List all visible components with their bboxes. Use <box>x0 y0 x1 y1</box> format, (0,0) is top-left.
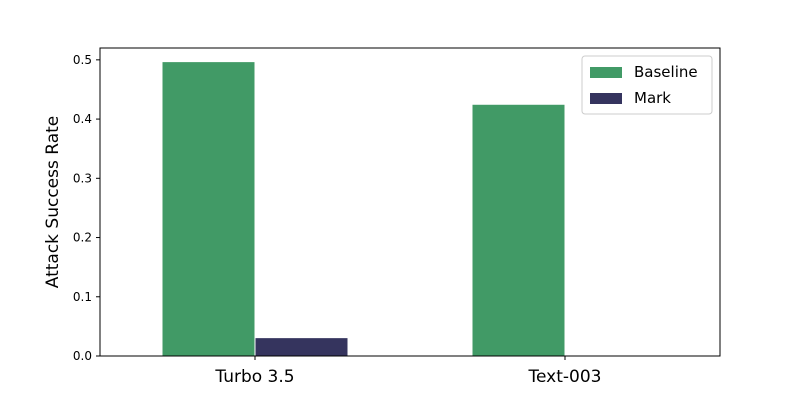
x-axis: Turbo 3.5 Text-003 <box>214 356 601 387</box>
legend-label-mark: Mark <box>634 89 671 107</box>
x-tick-label: Text-003 <box>528 367 602 387</box>
legend-swatch-baseline <box>590 67 622 78</box>
y-tick-label: 0.1 <box>73 290 92 304</box>
y-tick-label: 0.2 <box>73 231 92 245</box>
y-tick-label: 0.0 <box>73 349 92 363</box>
y-tick-label: 0.4 <box>73 112 92 126</box>
plot-frame <box>99 47 721 357</box>
bars-layer <box>161 61 566 357</box>
y-tick-label: 0.3 <box>73 171 92 185</box>
y-axis-label: Attack Success Rate <box>43 116 63 289</box>
bar-baseline-1 <box>471 103 566 357</box>
legend-label-baseline: Baseline <box>634 63 698 81</box>
legend: Baseline Mark <box>581 55 713 115</box>
y-axis: 0.0 0.1 0.2 0.3 0.4 0.5 <box>73 53 100 363</box>
x-tick-label: Turbo 3.5 <box>214 367 294 387</box>
legend-swatch-mark <box>590 93 622 104</box>
y-tick-label: 0.5 <box>73 53 92 67</box>
bar-mark-0 <box>254 337 349 357</box>
bar-baseline-0 <box>161 61 256 357</box>
